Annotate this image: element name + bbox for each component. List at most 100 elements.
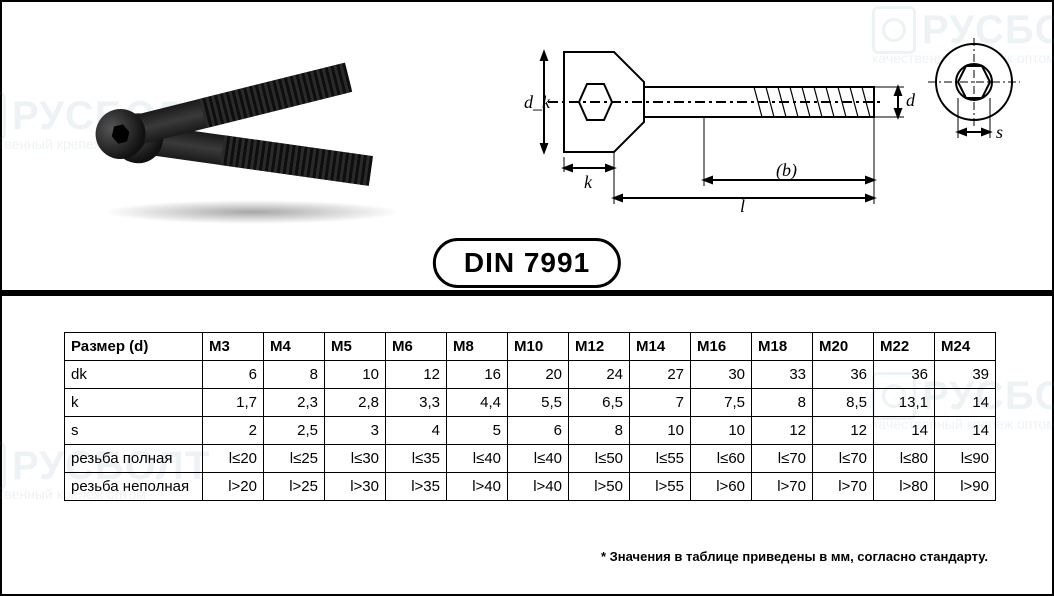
cell: 2,5 [264,417,325,445]
cell: 12 [813,417,874,445]
cell: 8 [752,389,813,417]
table-row: k1,72,32,83,34,45,56,577,588,513,114 [65,389,996,417]
cell: l>35 [386,473,447,501]
cell: l>25 [264,473,325,501]
cell: 12 [386,361,447,389]
cell: l>30 [325,473,386,501]
row-label: k [65,389,203,417]
cell: l≤25 [264,445,325,473]
cell: l>60 [691,473,752,501]
row-label: dk [65,361,203,389]
cell: 7 [630,389,691,417]
cell: 16 [447,361,508,389]
cell: 13,1 [874,389,935,417]
cell: l≤30 [325,445,386,473]
product-photo [52,30,442,240]
row-label: резьба неполная [65,473,203,501]
cell: l>40 [447,473,508,501]
size-header: M14 [630,333,691,361]
cell: l>20 [203,473,264,501]
cell: 2,3 [264,389,325,417]
row-label: резьба полная [65,445,203,473]
cell: 4,4 [447,389,508,417]
size-header: M3 [203,333,264,361]
cell: l>80 [874,473,935,501]
dim-label-d: d [906,90,916,110]
cell: l>70 [813,473,874,501]
size-header: M22 [874,333,935,361]
standard-badge: DIN 7991 [433,238,621,288]
cell: l≤40 [508,445,569,473]
cell: l>50 [569,473,630,501]
cell: l≤35 [386,445,447,473]
cell: l≤70 [813,445,874,473]
cell: 5 [447,417,508,445]
screw-1 [122,63,352,148]
size-header: M10 [508,333,569,361]
cell: l≤70 [752,445,813,473]
cell: 3,3 [386,389,447,417]
cell: 5,5 [508,389,569,417]
size-header: M18 [752,333,813,361]
cell: l>90 [935,473,996,501]
cell: l≤40 [447,445,508,473]
top-panel: d_k d k (b) l s DIN 7991 [2,2,1052,290]
cell: l>70 [752,473,813,501]
technical-drawing: d_k d k (b) l s [504,12,1024,212]
dim-label-dk: d_k [524,92,551,112]
size-header: M24 [935,333,996,361]
cell: 2,8 [325,389,386,417]
cell: 36 [813,361,874,389]
cell: l≤80 [874,445,935,473]
table-row: s22,534568101012121414 [65,417,996,445]
cell: 2 [203,417,264,445]
footnote: * Значения в таблице приведены в мм, сог… [601,549,988,564]
table-header-row: Размер (d)M3M4M5M6M8M10M12M14M16M18M20M2… [65,333,996,361]
cell: 20 [508,361,569,389]
cell: 36 [874,361,935,389]
cell: 8,5 [813,389,874,417]
cell: 6,5 [569,389,630,417]
table-row: резьба полнаяl≤20l≤25l≤30l≤35l≤40l≤40l≤5… [65,445,996,473]
cell: 14 [935,389,996,417]
cell: 7,5 [691,389,752,417]
cell: 6 [508,417,569,445]
photo-shadow [102,200,402,224]
size-header: M16 [691,333,752,361]
spec-table-container: Размер (d)M3M4M5M6M8M10M12M14M16M18M20M2… [64,332,990,501]
cell: 14 [874,417,935,445]
cell: 1,7 [203,389,264,417]
row-label: s [65,417,203,445]
cell: 27 [630,361,691,389]
header-label-cell: Размер (d) [65,333,203,361]
page: РУСБОЛТкачественный крепеж оптомРУСБОЛТк… [0,0,1054,596]
cell: 3 [325,417,386,445]
cell: 24 [569,361,630,389]
size-header: M5 [325,333,386,361]
cell: 6 [203,361,264,389]
size-header: M6 [386,333,447,361]
dim-label-l: l [740,196,745,212]
cell: 33 [752,361,813,389]
size-header: M12 [569,333,630,361]
cell: l≤90 [935,445,996,473]
section-divider [2,290,1052,296]
cell: 10 [325,361,386,389]
cell: l≤50 [569,445,630,473]
table-body: dk681012162024273033363639k1,72,32,83,34… [65,361,996,501]
cell: 30 [691,361,752,389]
cell: 12 [752,417,813,445]
size-header: M20 [813,333,874,361]
cell: l>40 [508,473,569,501]
cell: 39 [935,361,996,389]
cell: 10 [630,417,691,445]
dim-label-s: s [996,122,1003,142]
size-header: M8 [447,333,508,361]
standard-label: DIN 7991 [464,247,590,278]
cell: 14 [935,417,996,445]
table-row: dk681012162024273033363639 [65,361,996,389]
cell: 10 [691,417,752,445]
spec-table: Размер (d)M3M4M5M6M8M10M12M14M16M18M20M2… [64,332,996,501]
cell: l≤60 [691,445,752,473]
cell: 8 [569,417,630,445]
